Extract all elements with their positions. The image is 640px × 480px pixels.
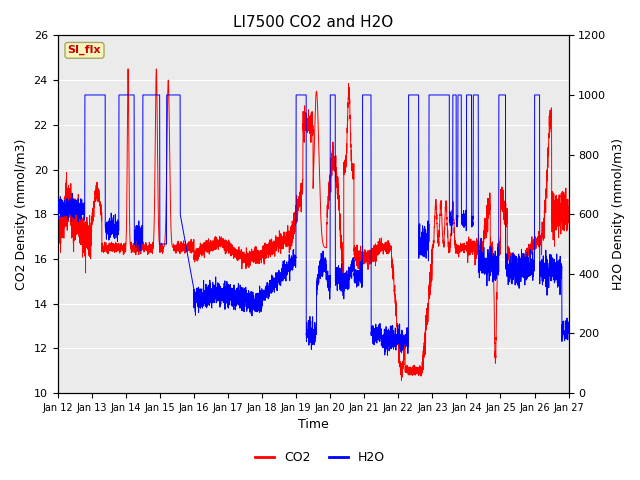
Y-axis label: CO2 Density (mmol/m3): CO2 Density (mmol/m3) (15, 139, 28, 290)
Title: LI7500 CO2 and H2O: LI7500 CO2 and H2O (233, 15, 393, 30)
Text: SI_flx: SI_flx (68, 45, 101, 56)
X-axis label: Time: Time (298, 419, 328, 432)
Legend: CO2, H2O: CO2, H2O (250, 446, 390, 469)
Y-axis label: H2O Density (mmol/m3): H2O Density (mmol/m3) (612, 138, 625, 290)
